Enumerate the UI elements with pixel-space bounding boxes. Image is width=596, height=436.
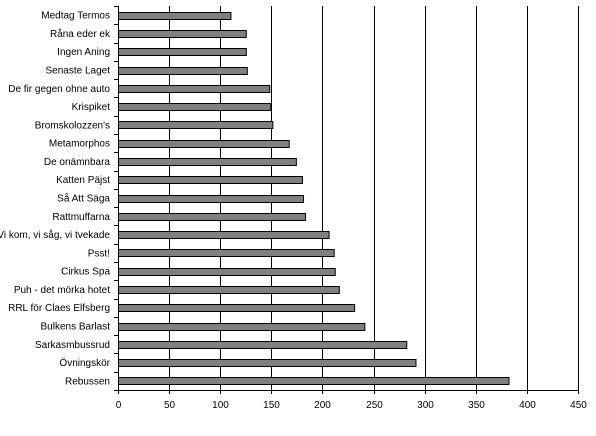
bar <box>118 323 366 331</box>
bar <box>118 249 335 257</box>
axes <box>114 6 579 394</box>
category-label: Ingen Aning <box>57 47 110 58</box>
category-label: Senaste Laget <box>46 66 111 77</box>
x-tick-label: 200 <box>314 400 331 411</box>
category-label: Vi kom, vi såg, vi tvekade <box>0 229 110 241</box>
category-label: RRL för Claes Elfsberg <box>8 303 110 314</box>
x-tick-label: 300 <box>417 400 434 411</box>
bar <box>118 103 272 111</box>
category-label: Övningskör <box>59 357 110 369</box>
bar <box>118 30 247 38</box>
category-label: Sarkasmbussrud <box>35 340 110 351</box>
category-label: Puh - det mörka hotet <box>14 285 110 296</box>
x-tick-label: 100 <box>212 400 229 411</box>
x-tick-label: 350 <box>468 400 485 411</box>
category-label: Råna eder ek <box>50 28 111 40</box>
bar <box>118 286 340 294</box>
bar <box>118 158 297 166</box>
x-tick-labels: 0 50 100 150 200 250 300 350 400 450 <box>116 400 588 411</box>
category-label: Rattmuffarna <box>52 212 110 223</box>
bar <box>118 140 290 148</box>
bar <box>118 67 248 75</box>
bar <box>118 304 356 312</box>
plot-area <box>114 6 579 394</box>
bar <box>118 341 408 349</box>
category-label: Så Att Säga <box>57 193 110 205</box>
category-label: Metamorphos <box>49 139 110 150</box>
x-tick-label: 150 <box>263 400 280 411</box>
category-label: Rebussen <box>65 376 110 387</box>
bar <box>118 359 417 367</box>
x-tick-label: 250 <box>366 400 383 411</box>
category-label: Krispiket <box>72 102 111 113</box>
category-label: Cirkus Spa <box>61 267 110 278</box>
bar <box>118 48 247 56</box>
category-label: Psst! <box>88 248 110 259</box>
bar <box>118 231 330 239</box>
category-label: Bulkens Barlast <box>41 322 111 333</box>
bar <box>118 12 232 20</box>
category-label: Bromskolozzen's <box>35 120 110 131</box>
x-tick-label: 400 <box>519 400 536 411</box>
x-tick-label: 50 <box>164 400 176 411</box>
bar <box>118 85 271 93</box>
category-label: Medtag Termos <box>41 11 110 22</box>
x-tick-label: 0 <box>116 400 122 411</box>
bar <box>118 377 510 385</box>
category-label: De onämnbara <box>44 157 111 168</box>
bar <box>118 121 274 129</box>
bar <box>118 176 303 184</box>
category-labels: Medtag Termos Råna eder ek Ingen Aning Sena… <box>0 11 111 388</box>
category-label: De fir gegen ohne auto <box>8 84 110 95</box>
bar <box>118 195 305 203</box>
bar <box>118 268 336 276</box>
category-label: Katten Päjst <box>56 175 110 186</box>
bar <box>118 213 307 221</box>
x-tick-label: 450 <box>570 400 587 411</box>
